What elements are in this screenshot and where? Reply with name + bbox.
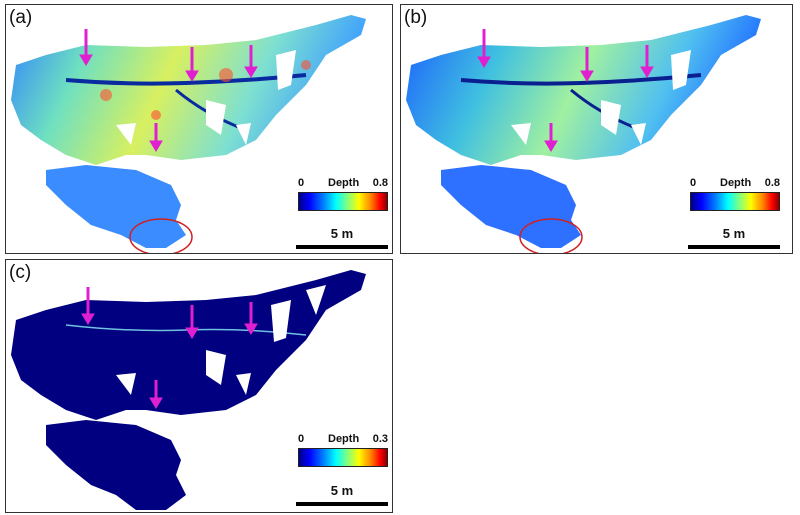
depth-map-a — [11, 15, 366, 253]
colorbar-gradient — [690, 192, 780, 211]
colorbar-min: 0 — [690, 177, 697, 189]
colorbar-max: 0.8 — [764, 177, 780, 189]
fracture-line — [65, 73, 307, 86]
colorbar-title: Depth — [328, 433, 360, 445]
colorbar-gradient — [298, 192, 388, 211]
scale-bar: 5 m — [688, 226, 780, 250]
gaps — [116, 285, 326, 395]
scale-line — [296, 245, 388, 249]
panel-c: (c) 0 Depth 0.3 5 m — [5, 259, 393, 513]
upper-outcrop-a — [11, 15, 366, 165]
fracture-line — [65, 324, 307, 336]
gaps — [116, 50, 296, 145]
panel-label: (c) — [9, 262, 32, 283]
fracture-line — [460, 73, 702, 86]
panel-b: (b) 0 Depth 0.8 5 m — [400, 4, 793, 254]
colorbar-title: Depth — [328, 177, 360, 189]
arrows-c — [81, 287, 258, 409]
lower-outcrop-c — [46, 420, 186, 510]
colorbar-max: 0.3 — [372, 433, 388, 445]
colorbar: 0 Depth 0.8 — [690, 177, 780, 211]
arrows-b — [477, 29, 654, 152]
highlight-circle — [519, 218, 583, 253]
scale-label: 5 m — [722, 226, 746, 241]
panel-label: (b) — [404, 7, 428, 28]
panel-a: (a) 0 Depth 0.8 5 m — [5, 4, 393, 254]
scale-bar: 5 m — [296, 226, 388, 250]
scale-line — [688, 245, 780, 249]
highlight-circle — [129, 218, 193, 253]
colorbar: 0 Depth 0.8 — [298, 177, 388, 211]
colorbar-min: 0 — [298, 433, 305, 445]
panel-label: (a) — [9, 7, 33, 28]
hot-spots — [100, 60, 311, 120]
lower-outcrop-b — [441, 165, 581, 248]
colorbar-gradient — [298, 448, 388, 467]
scale-label: 5 m — [330, 483, 354, 498]
colorbar-title: Depth — [720, 177, 752, 189]
depth-map-c — [11, 270, 366, 510]
lower-outcrop-a — [46, 165, 186, 248]
gaps — [511, 50, 691, 145]
upper-outcrop-b — [406, 15, 761, 165]
colorbar-max: 0.8 — [372, 177, 388, 189]
colorbar: 0 Depth 0.3 — [298, 433, 388, 467]
scale-label: 5 m — [330, 226, 354, 241]
scale-bar: 5 m — [296, 483, 388, 507]
colorbar-min: 0 — [298, 177, 305, 189]
depth-map-b — [406, 15, 761, 253]
scale-line — [296, 502, 388, 506]
arrows-a — [79, 29, 258, 152]
